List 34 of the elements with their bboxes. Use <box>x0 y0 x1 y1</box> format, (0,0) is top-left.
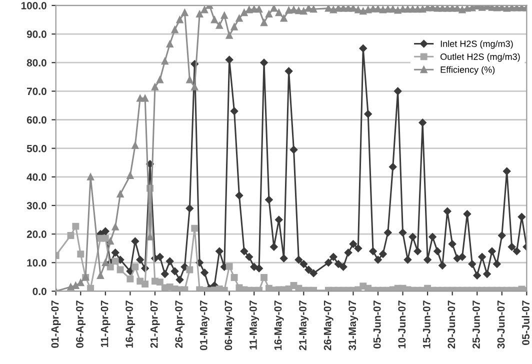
x-tick-label: 26-Apr-07 <box>175 300 185 348</box>
y-tick-label: 50.0 <box>26 144 46 152</box>
y-tick-label: 40.0 <box>26 173 46 181</box>
x-tick-label: 26-May-07 <box>324 300 334 350</box>
y-tick-label: 20.0 <box>26 230 46 238</box>
x-tick-label: 20-Jun-07 <box>448 300 456 348</box>
x-tick-label: 01-May-07 <box>200 300 210 350</box>
legend-label: Efficiency (%) <box>440 66 495 75</box>
y-tick-label: 30.0 <box>26 202 46 210</box>
y-tick-label: 0.0 <box>32 288 46 296</box>
y-tick-label: 70.0 <box>27 88 46 96</box>
x-tick-label: 05-Jun-07 <box>373 300 381 348</box>
x-tick-label: 30-Jun-07 <box>497 300 505 349</box>
legend-label: Inlet H2S (mg/m3) <box>440 40 513 49</box>
x-tick-label: 06-May-07 <box>224 300 234 350</box>
y-tick-label: 10.0 <box>27 259 46 267</box>
x-tick-label: 16-Apr-07 <box>126 300 136 348</box>
y-tick-label: 90.0 <box>26 30 46 38</box>
x-tick-label: 05-Jul-07 <box>522 300 530 345</box>
y-tick-label: 80.0 <box>26 59 46 66</box>
x-tick-label: 31-May-07 <box>348 300 358 350</box>
y-tick-label: 100.0 <box>21 2 46 10</box>
x-tick-label: 01-Apr-07 <box>51 300 61 348</box>
x-tick-label: 16-May-07 <box>274 300 284 350</box>
x-tick-label: 15-Jun-07 <box>422 300 430 348</box>
x-tick-label: 11-May-07 <box>250 300 259 350</box>
x-tick-label: 11-Apr-07 <box>100 300 110 348</box>
x-tick-label: 10-Jun-07 <box>398 300 406 348</box>
x-tick-label: 21-May-07 <box>299 300 309 350</box>
legend-label: Outlet H2S (mg/m3) <box>440 53 520 62</box>
y-tick-label: 60.0 <box>26 116 46 124</box>
x-tick-label: 06-Apr-07 <box>76 300 86 348</box>
x-tick-label: 21-Apr-07 <box>150 300 160 348</box>
x-tick-label: 25-Jun-07 <box>472 300 480 348</box>
